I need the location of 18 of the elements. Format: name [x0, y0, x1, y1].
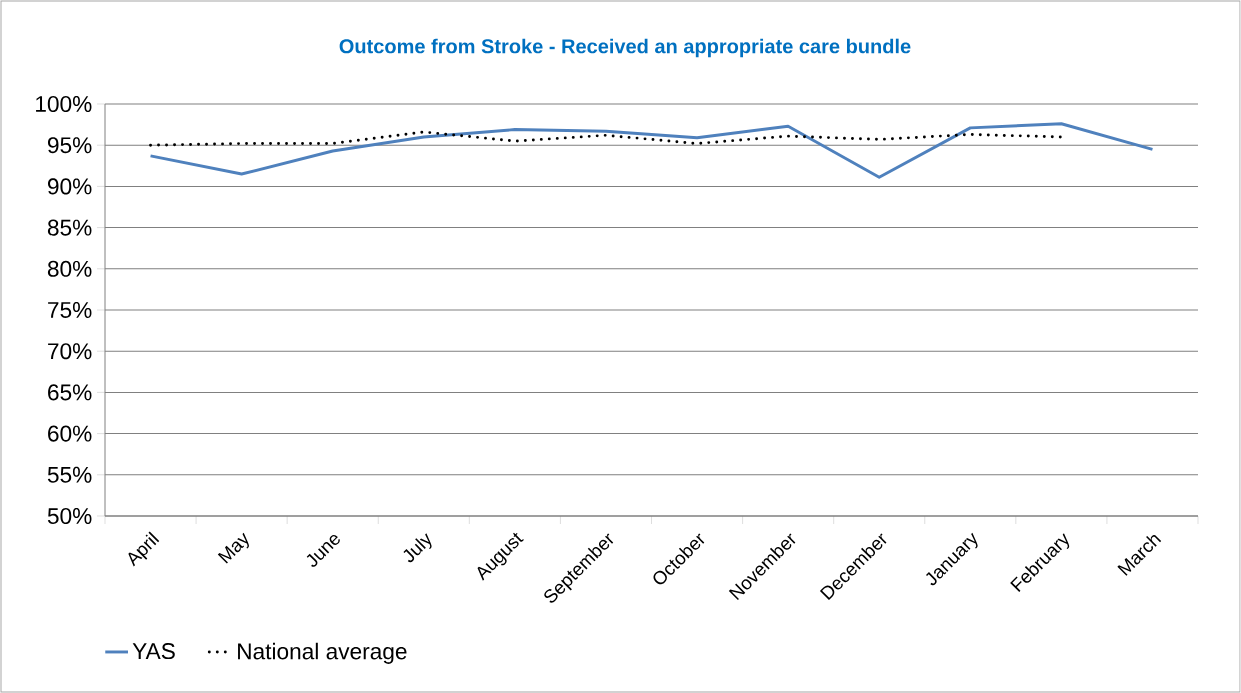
- y-tick-label: 95%: [48, 137, 92, 154]
- line-series: [149, 122, 1154, 179]
- y-tick-label: 55%: [47, 466, 92, 483]
- y-tick-label: 80%: [47, 260, 92, 277]
- y-tick-label: 70%: [48, 343, 92, 360]
- y-tick-label: 90%: [48, 178, 92, 195]
- y-tick-label: 100%: [36, 95, 92, 113]
- chart-title: Outcome from Stroke - Received an appropriate care bundle: [339, 38, 911, 58]
- x-tick-label: July: [403, 533, 432, 563]
- legend-label: YAS: [132, 643, 175, 660]
- y-tick-label: 85%: [47, 219, 92, 236]
- x-tick-label: May: [217, 532, 249, 564]
- legend-label: National average: [238, 642, 407, 664]
- y-tick-label: 65%: [48, 384, 92, 401]
- y-tick-label: 50%: [47, 507, 92, 525]
- y-tick-label: 60%: [48, 425, 92, 442]
- y-tick-label: 75%: [48, 302, 92, 318]
- line-series: [149, 130, 1063, 147]
